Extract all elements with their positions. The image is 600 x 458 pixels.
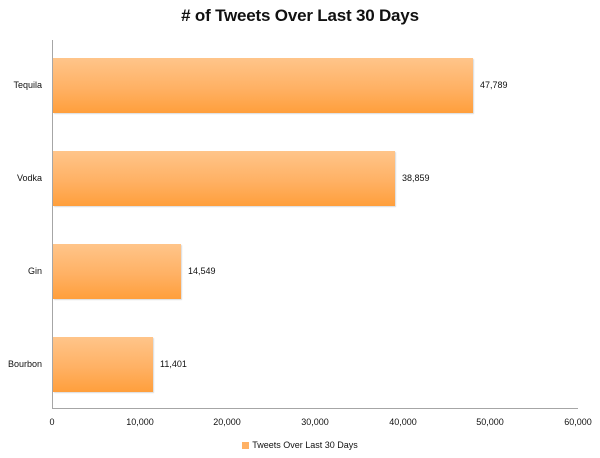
x-tick-30000: 30,000 — [301, 417, 329, 427]
x-tick-50000: 50,000 — [476, 417, 504, 427]
legend-label: Tweets Over Last 30 Days — [252, 440, 358, 450]
value-label-bourbon: 11,401 — [160, 359, 187, 369]
value-label-vodka: 38,859 — [402, 173, 430, 183]
legend: Tweets Over Last 30 Days — [0, 440, 600, 450]
x-tick-10000: 10,000 — [126, 417, 154, 427]
category-label-tequila: Tequila — [13, 80, 42, 90]
plot-area: 47,789 38,859 14,549 11,401 — [52, 40, 578, 409]
x-axis-line — [52, 408, 578, 409]
legend-swatch-icon — [242, 442, 250, 449]
x-tick-0: 0 — [49, 417, 55, 427]
bar-tequila — [53, 58, 473, 113]
chart-title: # of Tweets Over Last 30 Days — [181, 6, 419, 25]
category-label-gin: Gin — [27, 266, 42, 276]
value-label-tequila: 47,789 — [480, 80, 508, 90]
value-label-gin: 14,549 — [188, 266, 216, 276]
bar-vodka — [53, 151, 395, 206]
y-axis-line — [52, 40, 53, 409]
x-tick-20000: 20,000 — [213, 417, 241, 427]
x-tick-40000: 40,000 — [389, 417, 417, 427]
bar-gin — [53, 244, 181, 299]
category-label-vodka: Vodka — [16, 173, 42, 183]
category-label-bourbon: Bourbon — [7, 359, 42, 369]
x-tick-60000: 60,000 — [564, 417, 592, 427]
bar-bourbon — [53, 337, 153, 392]
